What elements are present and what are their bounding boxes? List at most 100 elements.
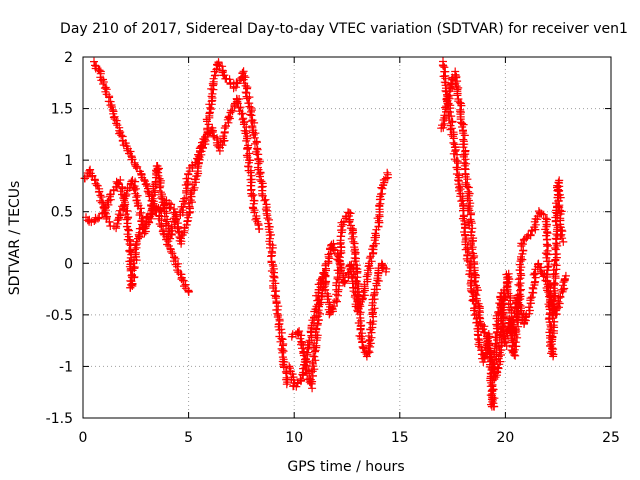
data-point: [544, 288, 553, 297]
data-point: [152, 167, 161, 176]
data-point: [552, 221, 561, 230]
data-point: [449, 138, 458, 147]
data-point: [550, 260, 559, 269]
data-point: [452, 82, 461, 91]
data-point: [515, 260, 524, 269]
data-point: [345, 218, 354, 227]
x-tick-label: 5: [184, 430, 193, 446]
data-point: [551, 269, 560, 278]
data-point: [351, 257, 360, 266]
data-point: [243, 94, 252, 103]
data-point: [333, 297, 341, 306]
data-point: [527, 293, 536, 302]
data-point: [146, 210, 155, 219]
data-point: [184, 287, 193, 296]
data-point: [453, 165, 462, 174]
data-point: [106, 190, 114, 199]
data-series: [287, 208, 391, 393]
data-point: [356, 325, 365, 334]
data-point: [262, 209, 271, 218]
data-point: [451, 145, 460, 154]
data-point: [277, 334, 286, 343]
data-point: [463, 175, 472, 184]
data-point: [561, 271, 570, 280]
x-tick-label: 0: [79, 430, 88, 446]
data-point: [279, 347, 288, 356]
data-point: [130, 245, 139, 254]
data-point: [131, 241, 140, 250]
data-point: [468, 245, 477, 254]
x-tick-label: 25: [602, 430, 620, 446]
data-point: [114, 210, 123, 219]
data-point: [481, 328, 489, 337]
data-point: [157, 222, 166, 230]
data-point: [554, 294, 563, 303]
data-point: [247, 192, 256, 201]
data-point: [443, 96, 452, 105]
data-point: [168, 249, 177, 258]
data-point: [316, 309, 324, 318]
data-point: [543, 257, 552, 266]
data-point: [471, 290, 480, 299]
data-point: [228, 107, 237, 115]
data-point: [308, 377, 317, 386]
data-point: [445, 91, 454, 100]
data-point: [134, 230, 143, 239]
data-point: [297, 340, 305, 349]
data-point: [194, 155, 203, 164]
data-point: [447, 112, 456, 121]
data-point: [516, 295, 525, 303]
data-point: [552, 250, 561, 258]
data-point: [255, 225, 264, 233]
x-tick-label: 20: [496, 430, 514, 446]
data-point: [112, 119, 121, 128]
data-point: [225, 112, 234, 121]
data-point: [220, 71, 229, 80]
data-point: [551, 213, 560, 222]
data-point: [242, 136, 251, 145]
data-point: [338, 226, 347, 234]
data-point: [114, 178, 123, 187]
data-point: [298, 344, 306, 353]
data-point: [208, 89, 217, 98]
data-point: [383, 170, 392, 179]
data-point: [461, 178, 470, 187]
data-point: [300, 357, 309, 366]
data-point: [525, 303, 534, 312]
data-point: [555, 203, 564, 212]
data-point: [339, 278, 348, 287]
data-point: [381, 267, 390, 276]
data-point: [117, 131, 126, 140]
data-point: [531, 277, 540, 286]
data-point: [555, 303, 563, 312]
data-point: [439, 62, 448, 70]
data-point: [122, 206, 131, 215]
y-tick-labels: -1.5 -1 -0.5 0 0.5 1 1.5 2: [46, 50, 73, 427]
data-point: [157, 206, 165, 215]
data-point: [328, 304, 336, 312]
y-tick-label: 0: [64, 256, 73, 272]
data-series: [90, 57, 193, 296]
y-tick-label: -1.5: [46, 411, 73, 427]
data-point: [249, 204, 258, 213]
data-point: [252, 214, 261, 223]
data-point: [367, 257, 376, 266]
data-point: [549, 278, 558, 287]
data-point: [471, 273, 480, 282]
data-point: [340, 277, 349, 286]
data-point: [497, 338, 506, 347]
plot-frame: [82, 56, 612, 419]
data-point: [463, 182, 472, 191]
data-point: [321, 285, 330, 294]
data-point: [255, 157, 264, 166]
data-point: [333, 273, 342, 282]
data-point: [155, 183, 164, 192]
data-point: [263, 214, 272, 223]
data-point: [515, 290, 524, 299]
x-tick-label: 10: [285, 430, 303, 446]
data-point: [504, 277, 513, 286]
data-point: [494, 363, 503, 372]
data-point: [490, 402, 499, 411]
data-point: [246, 110, 255, 119]
data-point: [122, 215, 131, 224]
